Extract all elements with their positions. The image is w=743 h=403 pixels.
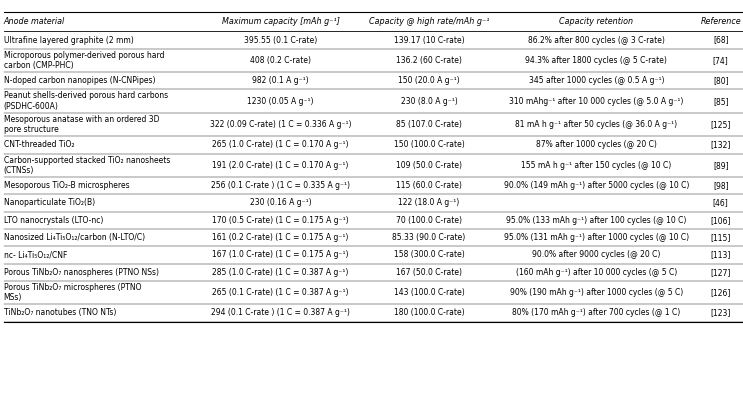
Text: 345 after 1000 cycles (@ 0.5 A g⁻¹): 345 after 1000 cycles (@ 0.5 A g⁻¹) (528, 76, 664, 85)
Text: 180 (100.0 C-rate): 180 (100.0 C-rate) (394, 308, 464, 318)
Text: [113]: [113] (710, 250, 731, 260)
Text: 167 (1.0 C-rate) (1 C = 0.175 A g⁻¹): 167 (1.0 C-rate) (1 C = 0.175 A g⁻¹) (212, 250, 348, 260)
Text: [126]: [126] (710, 288, 731, 297)
Text: 230 (0.16 A g⁻¹): 230 (0.16 A g⁻¹) (250, 198, 311, 208)
Text: 109 (50.0 C-rate): 109 (50.0 C-rate) (396, 161, 462, 170)
Text: 265 (0.1 C-rate) (1 C = 0.387 A g⁻¹): 265 (0.1 C-rate) (1 C = 0.387 A g⁻¹) (212, 288, 348, 297)
Text: Ultrafine layered graphite (2 mm): Ultrafine layered graphite (2 mm) (4, 35, 134, 45)
Text: 80% (170 mAh g⁻¹) after 700 cycles (@ 1 C): 80% (170 mAh g⁻¹) after 700 cycles (@ 1 … (512, 308, 681, 318)
Text: 395.55 (0.1 C-rate): 395.55 (0.1 C-rate) (244, 35, 317, 45)
Text: 256 (0.1 C-rate ) (1 C = 0.335 A g⁻¹): 256 (0.1 C-rate ) (1 C = 0.335 A g⁻¹) (211, 181, 350, 190)
Text: 85.33 (90.0 C-rate): 85.33 (90.0 C-rate) (392, 233, 466, 242)
Text: [80]: [80] (713, 76, 729, 85)
Text: 310 mAhg⁻¹ after 10 000 cycles (@ 5.0 A g⁻¹): 310 mAhg⁻¹ after 10 000 cycles (@ 5.0 A … (509, 97, 684, 106)
Text: Capacity retention: Capacity retention (559, 17, 633, 26)
Text: [106]: [106] (710, 216, 731, 225)
Text: 90% (190 mAh g⁻¹) after 1000 cycles (@ 5 C): 90% (190 mAh g⁻¹) after 1000 cycles (@ 5… (510, 288, 683, 297)
Text: 294 (0.1 C-rate ) (1 C = 0.387 A g⁻¹): 294 (0.1 C-rate ) (1 C = 0.387 A g⁻¹) (211, 308, 350, 318)
Text: 90.0% after 9000 cycles (@ 20 C): 90.0% after 9000 cycles (@ 20 C) (532, 250, 661, 260)
Text: 136.2 (60 C-rate): 136.2 (60 C-rate) (396, 56, 462, 65)
Text: Carbon-supported stacked TiO₂ nanosheets
(CTNSs): Carbon-supported stacked TiO₂ nanosheets… (4, 156, 170, 175)
Text: 139.17 (10 C-rate): 139.17 (10 C-rate) (394, 35, 464, 45)
Text: 982 (0.1 A g⁻¹): 982 (0.1 A g⁻¹) (252, 76, 309, 85)
Text: 85 (107.0 C-rate): 85 (107.0 C-rate) (396, 120, 462, 129)
Text: Porous TiNb₂O₇ nanospheres (PTNO NSs): Porous TiNb₂O₇ nanospheres (PTNO NSs) (4, 268, 159, 277)
Text: 150 (100.0 C-rate): 150 (100.0 C-rate) (394, 140, 464, 150)
Text: 95.0% (131 mAh g⁻¹) after 1000 cycles (@ 10 C): 95.0% (131 mAh g⁻¹) after 1000 cycles (@… (504, 233, 689, 242)
Text: 167 (50.0 C-rate): 167 (50.0 C-rate) (396, 268, 462, 277)
Text: [115]: [115] (710, 233, 731, 242)
Text: Reference: Reference (701, 17, 741, 26)
Text: 230 (8.0 A g⁻¹): 230 (8.0 A g⁻¹) (400, 97, 458, 106)
Text: 90.0% (149 mAh g⁻¹) after 5000 cycles (@ 10 C): 90.0% (149 mAh g⁻¹) after 5000 cycles (@… (504, 181, 689, 190)
Text: [89]: [89] (713, 161, 729, 170)
Text: Mesoporous anatase with an ordered 3D
pore structure: Mesoporous anatase with an ordered 3D po… (4, 115, 159, 134)
Text: [123]: [123] (710, 308, 731, 318)
Text: 191 (2.0 C-rate) (1 C = 0.170 A g⁻¹): 191 (2.0 C-rate) (1 C = 0.170 A g⁻¹) (212, 161, 348, 170)
Text: 87% after 1000 cycles (@ 20 C): 87% after 1000 cycles (@ 20 C) (536, 140, 657, 150)
Text: 170 (0.5 C-rate) (1 C = 0.175 A g⁻¹): 170 (0.5 C-rate) (1 C = 0.175 A g⁻¹) (212, 216, 348, 225)
Text: Capacity @ high rate/mAh g⁻¹: Capacity @ high rate/mAh g⁻¹ (369, 17, 490, 26)
Text: (160 mAh g⁻¹) after 10 000 cycles (@ 5 C): (160 mAh g⁻¹) after 10 000 cycles (@ 5 C… (516, 268, 677, 277)
Text: Anode material: Anode material (4, 17, 65, 26)
Text: 150 (20.0 A g⁻¹): 150 (20.0 A g⁻¹) (398, 76, 460, 85)
Text: 81 mA h g⁻¹ after 50 cycles (@ 36.0 A g⁻¹): 81 mA h g⁻¹ after 50 cycles (@ 36.0 A g⁻… (515, 120, 678, 129)
Text: Peanut shells-derived porous hard carbons
(PSDHC-600A): Peanut shells-derived porous hard carbon… (4, 91, 168, 111)
Text: 155 mA h g⁻¹ after 150 cycles (@ 10 C): 155 mA h g⁻¹ after 150 cycles (@ 10 C) (521, 161, 672, 170)
Text: [125]: [125] (710, 120, 731, 129)
Text: 143 (100.0 C-rate): 143 (100.0 C-rate) (394, 288, 464, 297)
Text: Nanosized Li₄Ti₅O₁₂/carbon (N-LTO/C): Nanosized Li₄Ti₅O₁₂/carbon (N-LTO/C) (4, 233, 145, 242)
Text: [132]: [132] (710, 140, 731, 150)
Text: Nanoparticulate TiO₂(B): Nanoparticulate TiO₂(B) (4, 198, 95, 208)
Text: Mesoporous TiO₂-B microspheres: Mesoporous TiO₂-B microspheres (4, 181, 129, 190)
Text: [127]: [127] (710, 268, 731, 277)
Text: Maximum capacity [mAh g⁻¹]: Maximum capacity [mAh g⁻¹] (221, 17, 340, 26)
Text: 86.2% after 800 cycles (@ 3 C-rate): 86.2% after 800 cycles (@ 3 C-rate) (528, 35, 665, 45)
Text: CNT-threaded TiO₂: CNT-threaded TiO₂ (4, 140, 74, 150)
Text: Porous TiNb₂O₇ microspheres (PTNO
MSs): Porous TiNb₂O₇ microspheres (PTNO MSs) (4, 283, 141, 302)
Text: Microporous polymer-derived porous hard
carbon (CMP-PHC): Microporous polymer-derived porous hard … (4, 51, 164, 70)
Text: 95.0% (133 mAh g⁻¹) after 100 cycles (@ 10 C): 95.0% (133 mAh g⁻¹) after 100 cycles (@ … (506, 216, 687, 225)
Text: 94.3% after 1800 cycles (@ 5 C-rate): 94.3% after 1800 cycles (@ 5 C-rate) (525, 56, 667, 65)
Text: [74]: [74] (713, 56, 729, 65)
Text: 115 (60.0 C-rate): 115 (60.0 C-rate) (396, 181, 462, 190)
Text: [85]: [85] (713, 97, 729, 106)
Text: LTO nanocrystals (LTO-nc): LTO nanocrystals (LTO-nc) (4, 216, 103, 225)
Text: [68]: [68] (713, 35, 729, 45)
Text: TiNb₂O₇ nanotubes (TNO NTs): TiNb₂O₇ nanotubes (TNO NTs) (4, 308, 116, 318)
Text: N-doped carbon nanopipes (N-CNPipes): N-doped carbon nanopipes (N-CNPipes) (4, 76, 155, 85)
Text: 408 (0.2 C-rate): 408 (0.2 C-rate) (250, 56, 311, 65)
Text: [98]: [98] (713, 181, 729, 190)
Text: 285 (1.0 C-rate) (1 C = 0.387 A g⁻¹): 285 (1.0 C-rate) (1 C = 0.387 A g⁻¹) (212, 268, 348, 277)
Text: 70 (100.0 C-rate): 70 (100.0 C-rate) (396, 216, 462, 225)
Text: 161 (0.2 C-rate) (1 C = 0.175 A g⁻¹): 161 (0.2 C-rate) (1 C = 0.175 A g⁻¹) (212, 233, 348, 242)
Text: 1230 (0.05 A g⁻¹): 1230 (0.05 A g⁻¹) (247, 97, 314, 106)
Text: nc- Li₄Ti₅O₁₂/CNF: nc- Li₄Ti₅O₁₂/CNF (4, 250, 67, 260)
Text: 265 (1.0 C-rate) (1 C = 0.170 A g⁻¹): 265 (1.0 C-rate) (1 C = 0.170 A g⁻¹) (212, 140, 348, 150)
Text: [46]: [46] (713, 198, 729, 208)
Text: 158 (300.0 C-rate): 158 (300.0 C-rate) (394, 250, 464, 260)
Text: 122 (18.0 A g⁻¹): 122 (18.0 A g⁻¹) (398, 198, 460, 208)
Text: 322 (0.09 C-rate) (1 C = 0.336 A g⁻¹): 322 (0.09 C-rate) (1 C = 0.336 A g⁻¹) (210, 120, 351, 129)
